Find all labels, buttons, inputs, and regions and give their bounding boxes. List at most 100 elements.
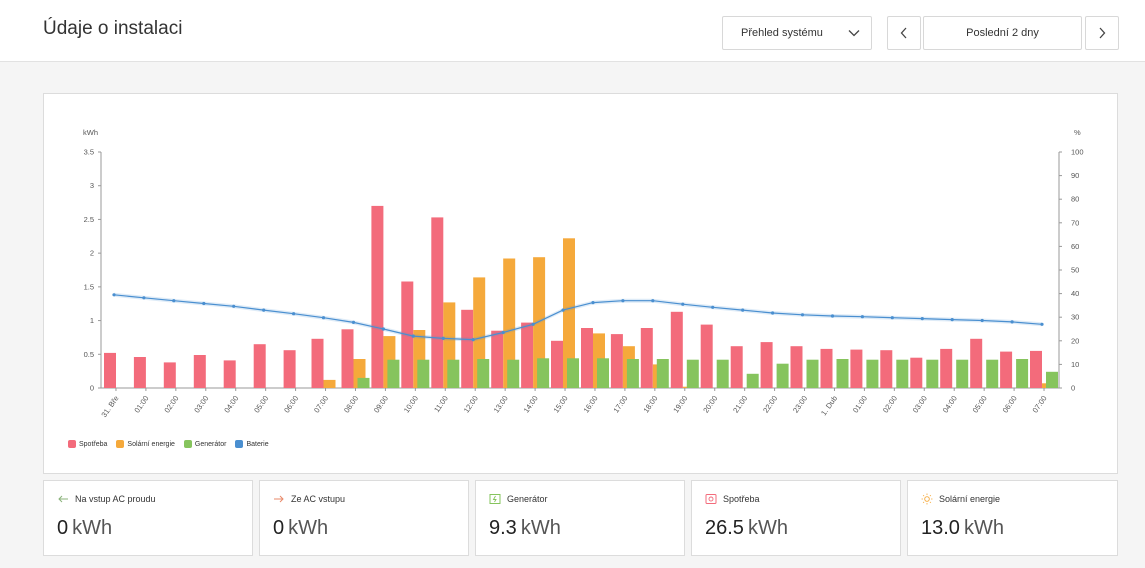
stat-unit: kWh: [963, 517, 1004, 539]
stat-unit: kWh: [747, 517, 788, 539]
battery-point: [561, 308, 565, 312]
period-label: Poslední 2 dny: [966, 27, 1039, 39]
x-tick-label: 22:00: [761, 394, 779, 415]
battery-point: [591, 301, 595, 305]
arrow-right-icon: [274, 495, 284, 503]
chevron-left-icon: [900, 27, 907, 39]
arrow-left-icon: [58, 495, 68, 503]
battery-point: [771, 311, 775, 315]
legend-item-baterie[interactable]: Baterie: [235, 440, 269, 448]
bar-spotřeba: [163, 362, 176, 388]
battery-point: [381, 327, 385, 331]
x-tick-label: 04:00: [222, 394, 240, 415]
bar-spotřeba: [253, 344, 266, 388]
stat-card-header: Na vstup AC proudu: [57, 493, 156, 505]
stat-label: Generátor: [507, 494, 548, 504]
stat-value: 26.5 kWh: [705, 517, 788, 540]
bar-generátor: [866, 359, 879, 388]
y-tick-label-right: 0: [1071, 384, 1075, 393]
bar-generátor: [776, 363, 789, 388]
battery-point: [950, 318, 954, 322]
energy-chart: kWh % 0 0.5 1 1.5 2 2.5 3 3.5 0 10 20 30 40 50 60 70 80 90 1…: [83, 128, 1084, 419]
x-tick-label: 1. Dub: [819, 394, 839, 417]
x-tick-label: 04:00: [941, 394, 959, 415]
bar-generátor: [626, 359, 639, 388]
battery-point: [1010, 320, 1014, 324]
bar-spotřeba: [640, 328, 653, 388]
stat-card-solar: Solární energie 13.0 kWh: [907, 480, 1118, 556]
legend-item-generator[interactable]: Generátor: [183, 440, 226, 448]
x-tick-label: 08:00: [342, 394, 360, 415]
bar-spotřeba: [371, 205, 384, 388]
battery-range-band: [114, 292, 1042, 342]
battery-point: [262, 308, 266, 312]
bar-solární-energie: [533, 257, 546, 388]
y-tick-label-left: 0.5: [84, 350, 94, 359]
page-title: Údaje o instalaci: [43, 18, 183, 39]
x-tick-label: 14:00: [522, 394, 540, 415]
stat-card-header: Generátor: [489, 493, 548, 505]
bar-generátor: [836, 359, 849, 388]
battery-point: [112, 293, 116, 297]
x-tick-label: 15:00: [552, 394, 570, 415]
bar-generátor: [896, 359, 909, 388]
view-select[interactable]: Přehled systému: [722, 16, 872, 50]
bar-generátor: [597, 358, 609, 388]
x-tick-label: 01:00: [851, 394, 869, 415]
y-tick-label-right: 40: [1071, 289, 1079, 298]
x-tick-label: 19:00: [671, 394, 689, 415]
y-tick-label-right: 100: [1071, 148, 1084, 157]
chart-legend: Spotřeba Solární energie Generátor Bater…: [68, 440, 269, 448]
battery-line: [113, 294, 1043, 341]
next-period-button[interactable]: [1085, 16, 1119, 50]
bar-spotřeba: [940, 348, 953, 388]
bar-spotřeba: [730, 346, 743, 388]
bar-spotřeba: [223, 360, 236, 388]
x-tick-label: 03:00: [192, 394, 210, 415]
previous-period-button[interactable]: [887, 16, 921, 50]
y-tick-label-left: 2: [90, 249, 94, 258]
period-selector[interactable]: Poslední 2 dny: [923, 16, 1082, 50]
battery-point: [232, 304, 236, 308]
bar-spotřeba: [311, 338, 324, 388]
stat-card-generator: Generátor 9.3 kWh: [475, 480, 685, 556]
legend-swatch: [235, 440, 244, 448]
x-tick-label: 05:00: [971, 394, 989, 415]
y-tick-label-left: 1: [90, 316, 94, 325]
stat-card-ac-out: Ze AC vstupu 0 kWh: [259, 480, 469, 556]
consumption-icon: [705, 494, 717, 504]
x-tick-label: 31. Bře: [99, 394, 120, 419]
bar-spotřeba: [1000, 351, 1013, 388]
bar-generátor: [716, 359, 729, 388]
stat-label: Ze AC vstupu: [291, 494, 346, 504]
battery-point: [501, 330, 505, 335]
bar-spotřeba: [760, 342, 773, 388]
bar-spotřeba: [880, 350, 893, 388]
legend-label: Spotřeba: [79, 440, 108, 448]
x-tick-label: 07:00: [1031, 394, 1049, 415]
bar-spotřeba: [521, 322, 534, 388]
x-tick-label: 06:00: [282, 394, 300, 415]
y-tick-label-left: 2.5: [84, 215, 94, 224]
bar-generátor: [567, 358, 579, 388]
battery-point: [980, 318, 984, 323]
stat-number: 0: [57, 517, 69, 539]
stat-label: Solární energie: [939, 494, 1001, 504]
y-tick-label-left: 0: [90, 384, 94, 393]
battery-point: [860, 315, 865, 319]
bar-generátor: [507, 359, 520, 388]
y-tick-label-right: 60: [1071, 242, 1079, 251]
legend-item-spotreba[interactable]: Spotřeba: [68, 440, 107, 448]
bar-generátor: [806, 359, 819, 388]
bar-spotřeba: [610, 334, 623, 388]
x-tick-label: 23:00: [791, 394, 809, 415]
x-tick-label: 06:00: [1001, 394, 1019, 415]
bar-spotřeba: [491, 330, 504, 388]
legend-item-solar[interactable]: Solární energie: [116, 440, 175, 448]
legend-swatch: [183, 440, 192, 448]
stat-unit: kWh: [520, 517, 561, 539]
bar-generátor: [746, 373, 759, 388]
y-tick-label-right: 80: [1071, 195, 1079, 204]
x-tick-label: 02:00: [162, 394, 180, 415]
y-tick-label-left: 3: [90, 181, 94, 190]
